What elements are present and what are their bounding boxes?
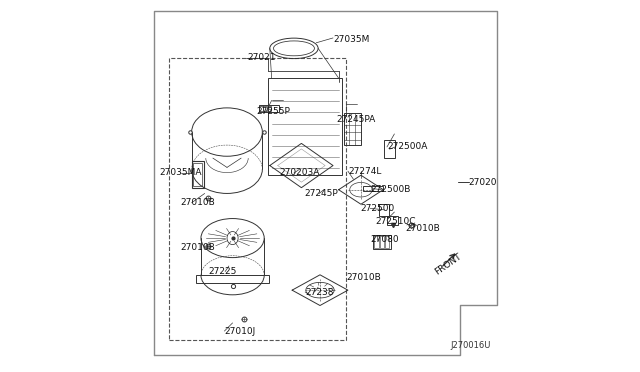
Bar [384, 140, 395, 158]
Text: 27035MA: 27035MA [159, 169, 202, 177]
Bar [259, 106, 263, 111]
Text: 27080: 27080 [370, 235, 399, 244]
Text: 27238: 27238 [305, 288, 333, 296]
Bar [264, 106, 267, 111]
Text: 27245P: 27245P [305, 189, 338, 198]
Bar [268, 106, 271, 111]
Text: 270203A: 270203A [279, 169, 319, 177]
Text: 27274L: 27274L [348, 167, 381, 176]
Text: 27035M: 27035M [333, 35, 369, 44]
Text: J270016U: J270016U [451, 341, 491, 350]
Bar [380, 236, 384, 248]
Text: 272500: 272500 [360, 204, 394, 213]
Text: 272500A: 272500A [387, 142, 428, 151]
Text: 272510C: 272510C [375, 217, 415, 226]
Bar [363, 186, 383, 191]
Text: 27225: 27225 [209, 267, 237, 276]
Text: FRONT: FRONT [433, 252, 463, 276]
Bar [373, 235, 391, 249]
Text: 27010B: 27010B [346, 273, 381, 282]
Text: 27255P: 27255P [257, 107, 291, 116]
Bar [344, 113, 361, 145]
Bar [387, 216, 398, 225]
Bar [374, 236, 379, 248]
Text: 27010J: 27010J [225, 327, 255, 336]
Bar [268, 78, 342, 175]
Text: 27010B: 27010B [180, 243, 215, 252]
Bar [191, 161, 204, 188]
Text: 27010B: 27010B [406, 224, 440, 233]
Text: 27010B: 27010B [180, 198, 215, 207]
Bar [385, 236, 389, 248]
Bar [196, 275, 269, 283]
Text: 27245PA: 27245PA [337, 115, 376, 124]
Text: 27020: 27020 [468, 178, 497, 187]
Bar [259, 105, 279, 112]
Bar [193, 163, 202, 186]
Text: 27021: 27021 [248, 53, 276, 62]
Bar [170, 58, 346, 340]
Text: 272500B: 272500B [370, 185, 411, 194]
Bar [379, 204, 389, 216]
